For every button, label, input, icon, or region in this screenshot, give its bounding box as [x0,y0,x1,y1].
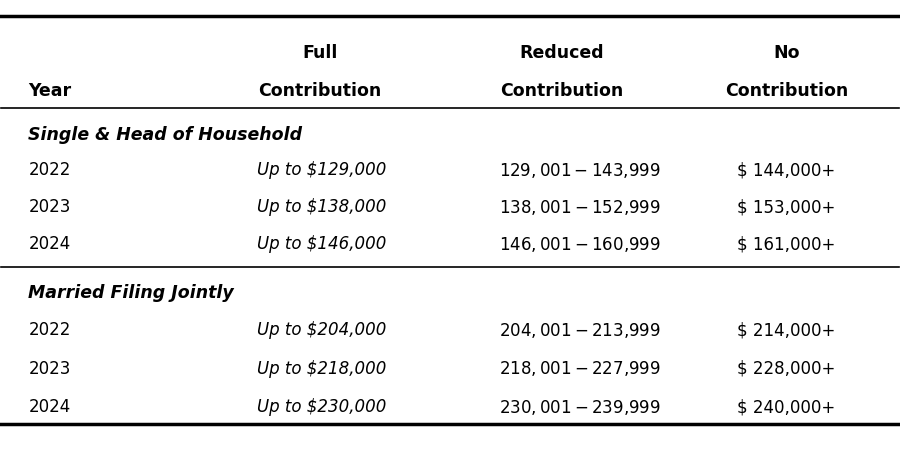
Text: 2022: 2022 [28,162,71,180]
Text: Married Filing Jointly: Married Filing Jointly [28,284,234,302]
Text: $146,001 - $160,999: $146,001 - $160,999 [500,235,662,254]
Text: Up to $230,000: Up to $230,000 [257,399,386,417]
Text: $ 204,001 - $213,999: $ 204,001 - $213,999 [500,321,662,340]
Text: Full: Full [302,44,338,62]
Text: $ 218,001 - $227,999: $ 218,001 - $227,999 [500,359,662,378]
Text: Up to $138,000: Up to $138,000 [257,198,386,216]
Text: $ 228,000+: $ 228,000+ [737,360,835,378]
Text: Up to $204,000: Up to $204,000 [257,321,386,339]
Text: $ 214,000+: $ 214,000+ [737,321,835,339]
Text: Up to $218,000: Up to $218,000 [257,360,386,378]
Text: Contribution: Contribution [724,82,848,100]
Text: $ 144,000+: $ 144,000+ [737,162,835,180]
Text: $ 153,000+: $ 153,000+ [737,198,835,216]
Text: No: No [773,44,800,62]
Text: Year: Year [28,82,71,100]
Text: $138,001 - $152,999: $138,001 - $152,999 [500,198,662,217]
Text: 2023: 2023 [28,360,71,378]
Text: $ 230,001 - $239,999: $ 230,001 - $239,999 [500,398,662,417]
Text: 2022: 2022 [28,321,71,339]
Text: $ 161,000+: $ 161,000+ [737,235,835,253]
Text: Contribution: Contribution [258,82,382,100]
Text: Up to $146,000: Up to $146,000 [257,235,386,253]
Text: $ 240,000+: $ 240,000+ [737,399,835,417]
Text: Up to $129,000: Up to $129,000 [257,162,386,180]
Text: 2024: 2024 [28,235,70,253]
Text: Contribution: Contribution [500,82,624,100]
Text: 2024: 2024 [28,399,70,417]
Text: Reduced: Reduced [520,44,605,62]
Text: 2023: 2023 [28,198,71,216]
Text: Single & Head of Household: Single & Head of Household [28,126,302,144]
Text: $129,001 - $143,999: $129,001 - $143,999 [500,161,661,180]
